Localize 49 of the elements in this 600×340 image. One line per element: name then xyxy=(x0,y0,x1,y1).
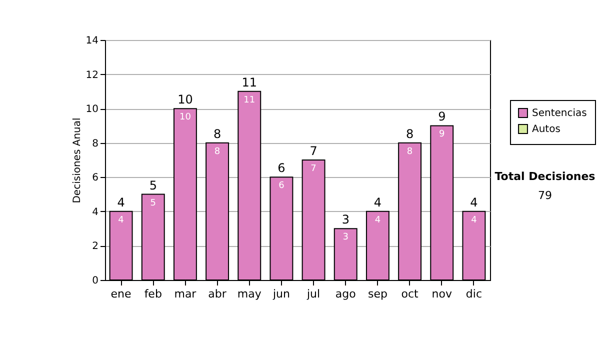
x-tick-label: oct xyxy=(401,288,420,300)
x-tick-label: nov xyxy=(432,288,452,300)
data-label: 3 xyxy=(342,232,348,243)
text: 79 xyxy=(537,189,553,202)
y-tick-label: 2 xyxy=(92,241,98,252)
x-tick-label: mar xyxy=(174,288,197,300)
x-tick-label: dic xyxy=(466,288,482,300)
data-label: 9 xyxy=(439,130,446,140)
y-tick-label: 14 xyxy=(86,36,98,46)
data-label: 7 xyxy=(310,164,316,174)
x-tick-label: may xyxy=(237,288,262,300)
x-tick-label: jun xyxy=(272,288,290,300)
legend-label: Autos xyxy=(532,124,560,135)
x-tick-label: ene xyxy=(110,288,132,300)
legend-label: Sentencias xyxy=(532,108,587,119)
data-label: 8 xyxy=(406,146,413,157)
x-tick-label: abr xyxy=(208,288,227,300)
total-label: 11 xyxy=(242,75,258,90)
total-label: 9 xyxy=(438,110,446,124)
y-axis-title: Decisiones Anual xyxy=(72,118,83,204)
data-label: 5 xyxy=(150,198,156,208)
x-tick-label: jul xyxy=(306,288,320,300)
y-tick-label: 0 xyxy=(92,276,98,286)
total-label: 4 xyxy=(470,195,478,210)
total-label: 10 xyxy=(178,92,193,107)
y-tick-label: 8 xyxy=(92,138,98,150)
total-label: 6 xyxy=(278,161,286,176)
total-label: 4 xyxy=(117,195,125,210)
x-tick-label: sep xyxy=(368,288,388,300)
text: Total Decisiones xyxy=(494,170,596,183)
total-label: 5 xyxy=(149,178,157,192)
y-tick-label: 4 xyxy=(92,206,98,218)
y-tick-label: 12 xyxy=(86,70,98,81)
data-label: 11 xyxy=(244,95,256,106)
data-label: 4 xyxy=(471,215,478,226)
data-label: 10 xyxy=(179,112,192,123)
y-tick-label: 6 xyxy=(92,172,98,184)
x-tick-label: feb xyxy=(144,288,162,300)
total-label: 4 xyxy=(374,195,382,210)
data-label: 4 xyxy=(118,215,124,226)
total-label: 3 xyxy=(342,212,350,227)
total-label: 8 xyxy=(406,126,414,141)
x-tick-label: ago xyxy=(335,288,356,300)
total-label: 7 xyxy=(310,144,318,158)
y-tick-label: 10 xyxy=(86,104,98,116)
total-label: 8 xyxy=(213,126,222,141)
data-label: 8 xyxy=(214,146,220,157)
data-label: 4 xyxy=(374,215,381,226)
data-label: 6 xyxy=(278,181,285,192)
